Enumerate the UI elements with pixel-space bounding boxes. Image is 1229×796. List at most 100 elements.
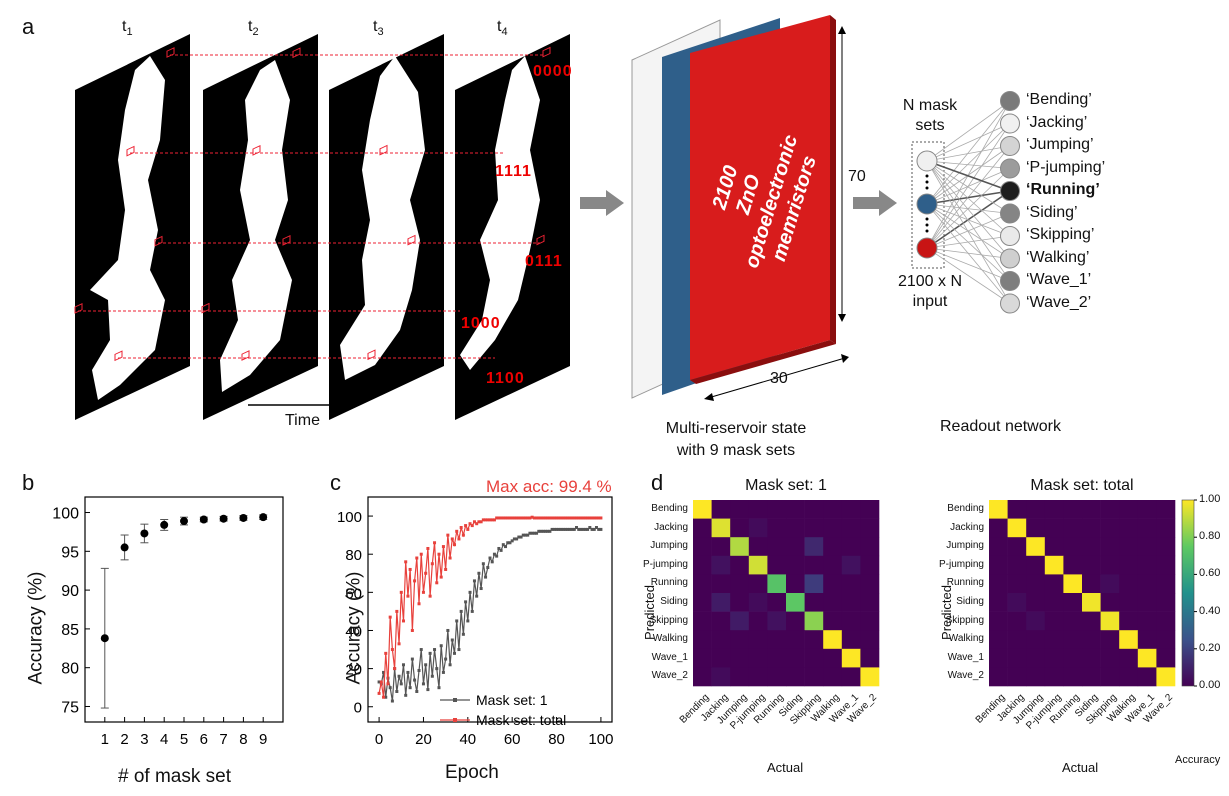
heatmap-1-cell [804, 630, 824, 650]
heatmap-1-cell [767, 537, 787, 557]
heatmap-2-cell [1044, 500, 1064, 519]
heatmap-1-cell [804, 574, 824, 594]
heatmap-1-cell [804, 611, 824, 631]
chart-c-point [424, 663, 428, 667]
chart-c-point [390, 648, 394, 652]
chart-c-point [510, 516, 514, 520]
chart-c-point [435, 667, 439, 671]
heatmap-1-cell [786, 667, 805, 687]
heatmap-1-cell [860, 500, 880, 519]
heatmap-1-cell [767, 574, 787, 594]
class-label-9: ‘Wave_2’ [1026, 293, 1092, 311]
chart-c-point [448, 663, 452, 667]
chart-c-point [490, 560, 494, 564]
heatmap-1-cell [823, 537, 843, 557]
heatmap-2-cell [1063, 667, 1083, 687]
chart-c-ytick-label: 40 [345, 623, 362, 640]
ellipsis-dot [925, 223, 929, 227]
heatmap-1-ylabel-6: Skipping [649, 614, 688, 626]
chart-c-point [415, 556, 419, 560]
chart-c-xtick-label: 100 [588, 731, 613, 748]
heatmap-1-cell [748, 518, 768, 538]
chart-c-point [461, 632, 465, 636]
net-edge [926, 145, 1011, 205]
bit-code-4: 1100 [486, 370, 525, 387]
heatmap-1-cell [711, 574, 731, 594]
colorbar-tick-label-3: 0.40 [1199, 604, 1221, 617]
chart-c-point [401, 663, 405, 667]
chart-c-point [437, 686, 441, 690]
chart-c-point [594, 516, 598, 520]
heatmap-2-cell [1063, 611, 1083, 631]
chart-c-point [457, 648, 461, 652]
heatmap-1-cell [711, 648, 731, 668]
chart-c-point [561, 516, 565, 520]
chart-c-point [581, 516, 585, 520]
heatmap-2-cell [1156, 537, 1176, 557]
heatmap-2-cell [989, 648, 1008, 668]
chart-c-point [484, 518, 488, 522]
chart-c-point [419, 648, 423, 652]
heatmap-1-cell [841, 555, 861, 575]
net-edge [926, 203, 1011, 282]
heatmap-2-cell [1044, 574, 1064, 594]
net-edge [926, 123, 1011, 205]
chart-c-legend-label: Mask set: 1 [476, 692, 548, 708]
colorbar-tick-label-1: 0.80 [1199, 530, 1221, 543]
heatmap-2-cell [1082, 648, 1101, 668]
chart-c-point [401, 619, 405, 623]
chart-c-point [466, 527, 470, 531]
chart-c-point [523, 533, 527, 537]
frame-t4 [455, 34, 570, 420]
heatmap-2-cell [1137, 518, 1157, 538]
chart-c-point [599, 527, 603, 531]
chart-c-point [566, 516, 570, 520]
mask-sets-label: N mask sets [902, 97, 958, 134]
heatmap-1-cell [767, 500, 787, 519]
net-edge [926, 247, 1011, 304]
heatmap-2-cell [1007, 537, 1027, 557]
net-edge [926, 123, 1011, 162]
chart-c-point [597, 516, 601, 520]
heatmap-2-cell [1082, 555, 1101, 575]
heatmap-1-cell [841, 593, 861, 612]
chart-c-point [501, 516, 505, 520]
input-node-2 [916, 237, 938, 259]
net-edge [926, 168, 1011, 249]
heatmap-1-cell [786, 630, 805, 650]
chart-c-point [577, 527, 581, 531]
chart-c-point [561, 527, 565, 531]
heatmap-1-cell [730, 537, 750, 557]
chart-c-point [559, 516, 563, 520]
chart-c-point [421, 682, 425, 686]
panel-c-label: c [330, 470, 341, 495]
heatmap-2-cell [1100, 555, 1120, 575]
frame-t1 [75, 34, 190, 420]
heatmap-2-cell [1137, 630, 1157, 650]
chart-c-ytick-label: 80 [345, 547, 362, 564]
chart-c-point [550, 527, 554, 531]
chart-b-ytick-label: 85 [61, 622, 79, 639]
chart-b-point [259, 513, 268, 522]
net-edge [926, 160, 1011, 304]
chart-c-point [481, 518, 485, 522]
heatmap-2-cell [1026, 574, 1046, 594]
net-edge [926, 160, 1011, 259]
heatmap-1-cell [693, 630, 712, 650]
chart-c-legend-marker [453, 718, 457, 722]
chart-c-point [506, 516, 510, 520]
chart-c-point [397, 674, 401, 678]
heatmap-2-cell [1100, 630, 1120, 650]
heatmap-1-cell [841, 630, 861, 650]
chart-b-xtick-label: 8 [239, 731, 247, 748]
heatmap-1-cell [767, 593, 787, 612]
heatmap-2-cell [1026, 630, 1046, 650]
heatmap-1-cell [823, 555, 843, 575]
heatmap-2-cell [1119, 648, 1139, 668]
heatmap-2-cell [1156, 500, 1176, 519]
chart-c-point [488, 556, 492, 560]
chart-c-point [570, 516, 574, 520]
dimension-width-label: 30 [770, 370, 788, 387]
heatmap-2-cell [1007, 667, 1027, 687]
